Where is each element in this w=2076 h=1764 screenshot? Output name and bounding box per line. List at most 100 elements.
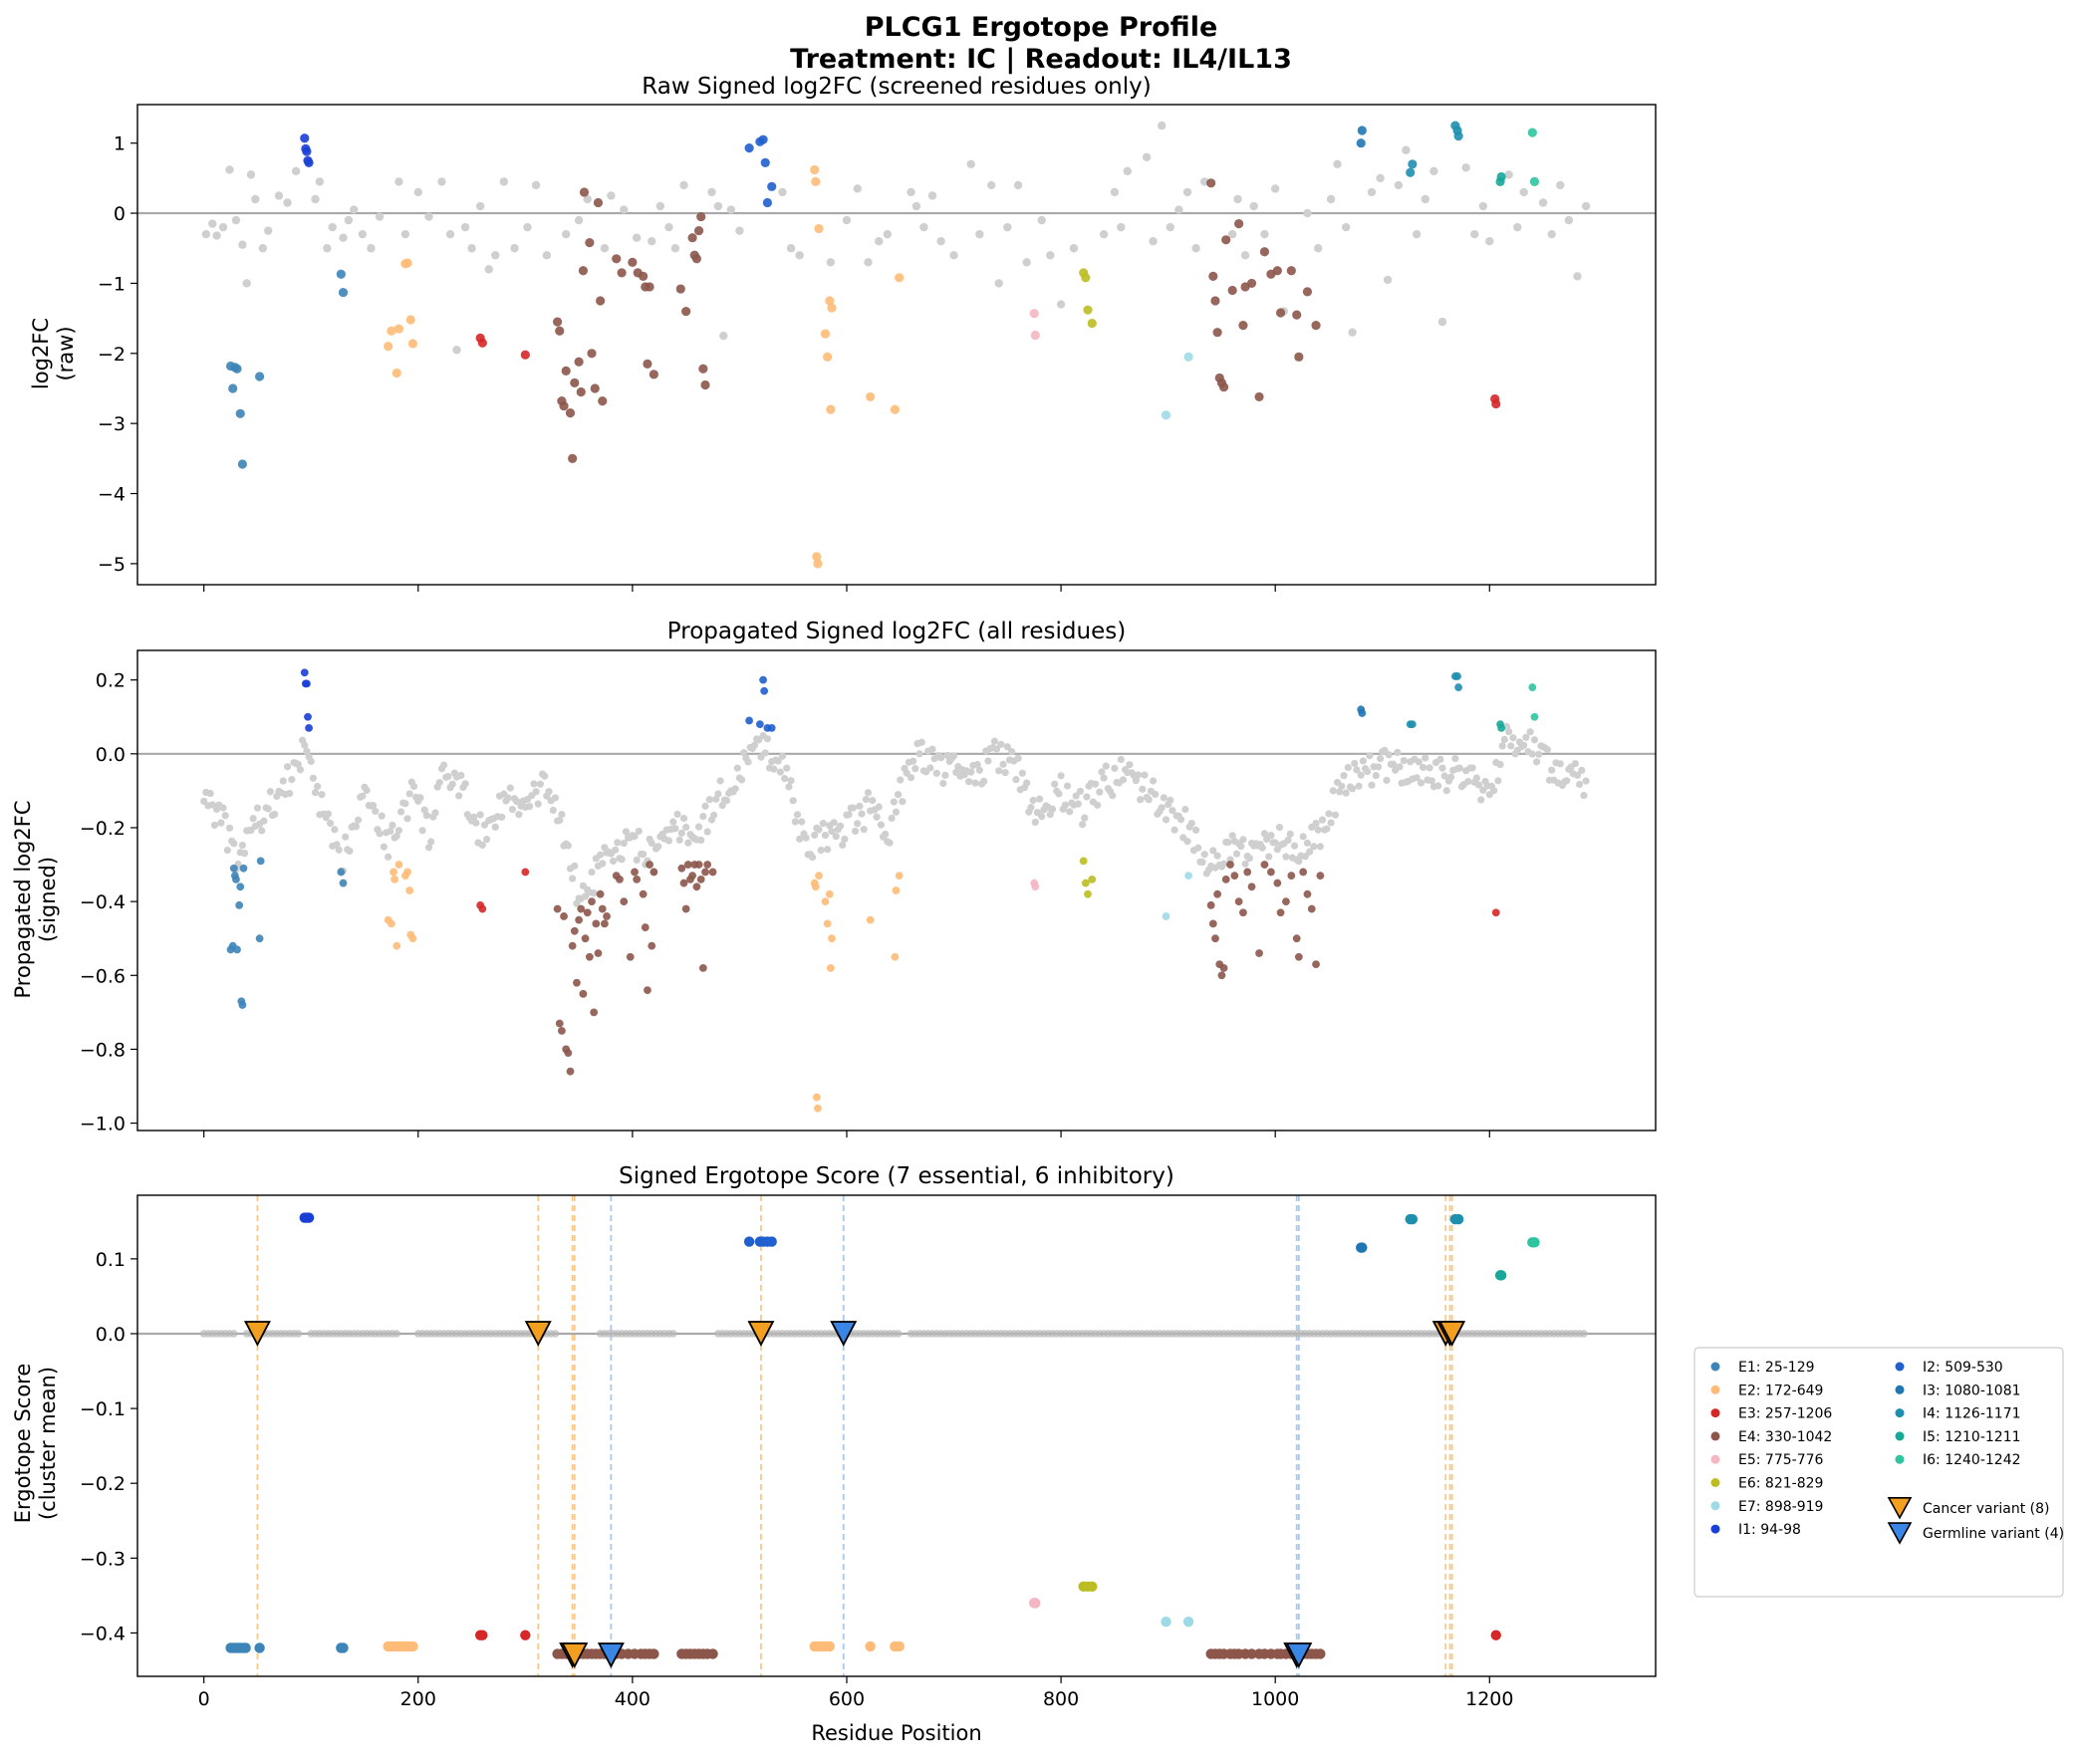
background-point <box>530 780 538 788</box>
cluster-point-e4 <box>641 923 649 931</box>
cluster-point-e2 <box>890 404 900 414</box>
cluster-point-i3 <box>1356 138 1366 148</box>
background-point <box>1340 772 1348 780</box>
background-point <box>1556 180 1565 190</box>
background-point <box>394 827 403 835</box>
cluster-point-e1 <box>339 879 348 887</box>
background-point <box>1183 838 1191 846</box>
cluster-point-i3 <box>1357 126 1367 135</box>
background-point <box>387 827 394 836</box>
background-point <box>219 804 227 812</box>
y-tick-label: −5 <box>98 554 126 576</box>
legend-frame <box>1693 1347 2064 1598</box>
background-point <box>1381 746 1389 754</box>
background-point <box>718 801 726 810</box>
background-point <box>1023 779 1031 787</box>
cluster-point-e4 <box>565 408 576 418</box>
background-point <box>314 782 322 791</box>
score-point-i2 <box>766 1236 777 1247</box>
background-point <box>231 215 241 225</box>
background-point <box>1132 776 1140 785</box>
background-point <box>210 821 219 830</box>
panel-frame <box>136 104 1657 586</box>
background-point <box>875 237 884 246</box>
cluster-point-e4 <box>675 284 685 294</box>
background-point <box>694 823 703 831</box>
background-point <box>719 332 728 341</box>
cluster-point-e4 <box>633 875 642 883</box>
background-point <box>1359 757 1367 765</box>
background-point <box>350 205 359 214</box>
y-tick-label: −0.2 <box>80 818 126 840</box>
cluster-point-i2 <box>755 720 764 729</box>
cluster-point-e2 <box>405 886 414 894</box>
cluster-point-e4 <box>1303 889 1312 898</box>
background-point <box>716 777 724 785</box>
background-point <box>1474 781 1483 789</box>
cluster-point-e4 <box>574 357 584 367</box>
background-point <box>1295 858 1303 866</box>
background-point <box>1372 771 1380 780</box>
background-point <box>1282 853 1290 861</box>
cluster-point-e4 <box>1206 178 1216 188</box>
background-point <box>1013 180 1023 190</box>
background-point <box>836 822 845 830</box>
background-point <box>713 201 723 211</box>
cluster-point-e4 <box>1282 897 1290 906</box>
background-point <box>1110 187 1120 197</box>
background-point <box>1331 811 1340 819</box>
cluster-point-e2 <box>394 861 403 869</box>
background-point <box>484 265 493 274</box>
background-point <box>802 834 810 842</box>
y-tick-label: −0.1 <box>80 1398 126 1420</box>
score-point-e6 <box>1087 1581 1098 1593</box>
background-point <box>609 857 618 866</box>
background-point <box>798 818 806 826</box>
cluster-point-e1 <box>338 287 349 298</box>
background-point <box>750 741 759 749</box>
background-point <box>424 212 433 221</box>
cluster-point-e4 <box>568 941 577 950</box>
zero-score-point <box>894 1330 903 1338</box>
background-point <box>679 180 688 190</box>
legend-item-e3-marker <box>1710 1408 1720 1418</box>
background-point <box>1580 791 1588 800</box>
cluster-point-e4 <box>692 882 701 891</box>
background-point <box>1145 796 1153 804</box>
cluster-point-e4 <box>1206 900 1215 909</box>
x-axis-label: Residue Position <box>811 1721 981 1745</box>
cluster-point-e2 <box>811 882 820 891</box>
score-point-e1 <box>240 1642 251 1653</box>
background-point <box>370 802 378 810</box>
cluster-point-e4 <box>617 268 627 278</box>
cluster-point-e4 <box>566 1067 575 1076</box>
background-point <box>1270 184 1280 193</box>
cluster-point-e4 <box>573 978 581 987</box>
cluster-point-e4 <box>696 875 705 883</box>
background-point <box>886 839 894 847</box>
background-point <box>359 792 367 800</box>
cluster-point-e4 <box>1208 919 1217 928</box>
cluster-point-e2 <box>812 1093 821 1102</box>
cluster-point-e4 <box>553 317 563 327</box>
background-point <box>917 738 925 746</box>
cluster-point-e1 <box>337 868 346 877</box>
background-point <box>1494 777 1502 785</box>
background-point <box>785 783 793 791</box>
background-point <box>1048 805 1057 813</box>
background-point <box>445 229 455 239</box>
background-point <box>789 797 797 805</box>
cluster-point-i2 <box>759 675 767 684</box>
background-point <box>274 191 284 200</box>
cluster-point-e2 <box>389 868 397 877</box>
panel-raw-log2fc: Raw Signed log2FC (screened residues onl… <box>29 74 1657 592</box>
background-point <box>1160 794 1168 802</box>
background-point <box>225 165 234 174</box>
background-point <box>776 768 784 776</box>
background-point <box>633 856 641 865</box>
cluster-point-e4 <box>1211 934 1219 943</box>
panel-raw-ylabel: log2FC (raw) <box>29 318 78 389</box>
background-point <box>919 222 928 232</box>
background-point <box>1126 761 1134 769</box>
zero-score-point <box>1580 1330 1588 1338</box>
